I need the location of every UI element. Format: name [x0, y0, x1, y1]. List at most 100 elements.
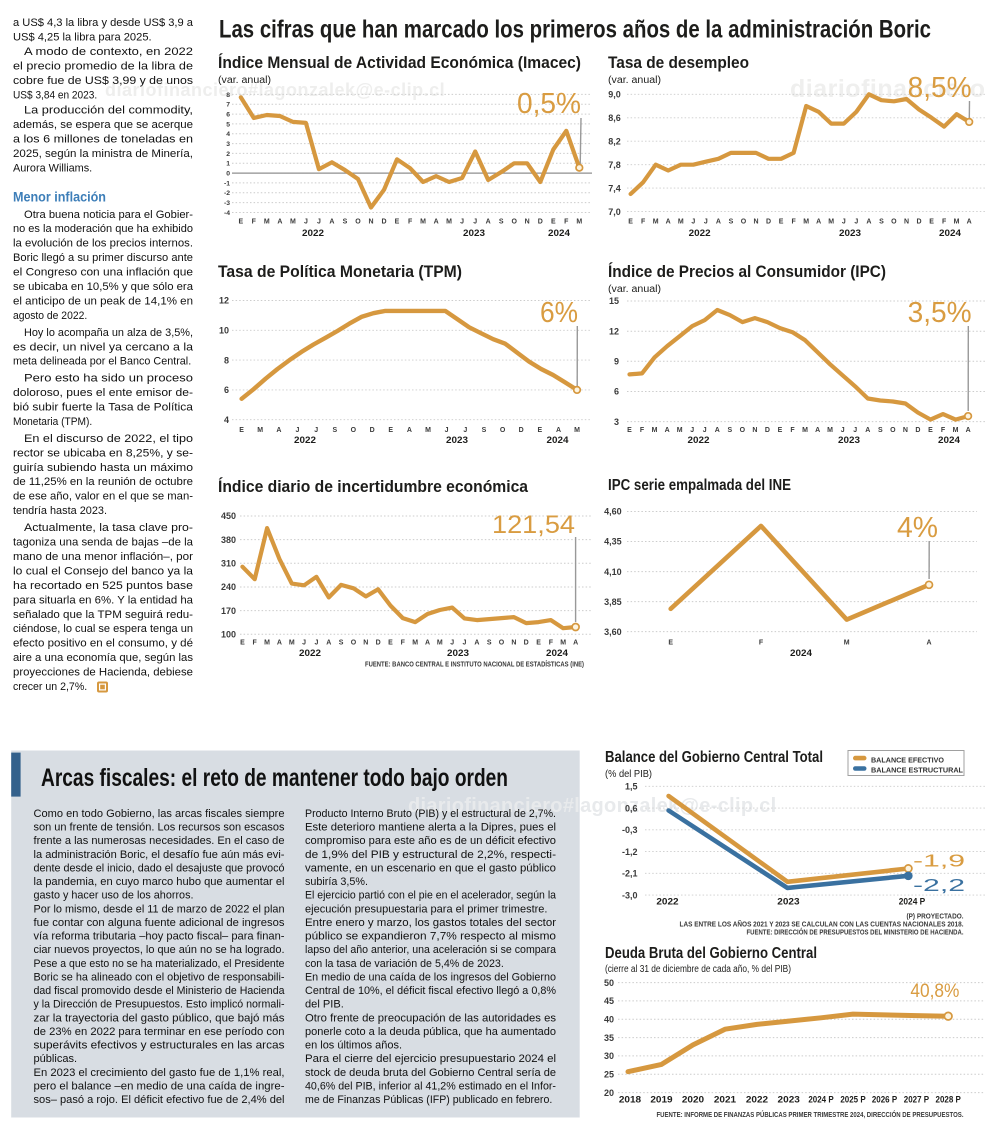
svg-text:agosto de 2022.: agosto de 2022. — [13, 310, 87, 322]
svg-text:Actualmente, la tasa clave pro: Actualmente, la tasa clave pro- — [24, 522, 193, 534]
svg-text:M: M — [560, 640, 566, 647]
svg-text:F: F — [790, 427, 795, 434]
svg-text:a US$ 4,3 la libra y desde US$: a US$ 4,3 la libra y desde US$ 3,9 a — [13, 17, 194, 29]
svg-text:me de Finanzas Públicas (IFP): me de Finanzas Públicas (IFP) publicado … — [305, 1094, 552, 1106]
svg-text:25: 25 — [604, 1070, 614, 1080]
svg-text:6: 6 — [224, 385, 229, 395]
svg-text:de 1,9% del PIB y estructural: de 1,9% del PIB y estructural de 2,2%, r… — [305, 849, 556, 861]
svg-text:2025 P: 2025 P — [840, 1095, 865, 1105]
svg-text:O: O — [511, 219, 517, 226]
svg-text:J: J — [842, 219, 846, 226]
svg-text:F: F — [641, 219, 646, 226]
svg-text:ponerle coto a la deuda públic: ponerle coto a la deuda pública, que ha … — [305, 1026, 556, 1038]
svg-text:stock de deuda bruta del Gobie: stock de deuda bruta del Gobierno Centra… — [305, 1067, 556, 1079]
svg-text:-1: -1 — [224, 180, 230, 187]
svg-text:O: O — [741, 219, 747, 226]
svg-text:M: M — [827, 427, 833, 434]
svg-text:M: M — [420, 219, 426, 226]
svg-text:M: M — [412, 640, 418, 647]
svg-text:M: M — [844, 640, 850, 647]
svg-text:8,6: 8,6 — [608, 113, 621, 123]
svg-text:5: 5 — [226, 121, 230, 128]
svg-text:En 2023 el crecimiento del gas: En 2023 el crecimiento del gasto fue de … — [34, 1067, 285, 1079]
svg-text:3: 3 — [614, 417, 619, 427]
svg-text:2023: 2023 — [447, 648, 469, 658]
svg-text:M: M — [264, 219, 270, 226]
svg-text:A: A — [573, 640, 578, 647]
svg-text:S: S — [487, 640, 492, 647]
svg-text:(% del PIB): (% del PIB) — [605, 769, 652, 780]
svg-text:Tasa de Política Monetaria (TP: Tasa de Política Monetaria (TPM) — [218, 262, 462, 281]
svg-text:no es la moderación que ha exh: no es la moderación que ha exhibido — [13, 223, 193, 235]
svg-text:M: M — [574, 427, 580, 434]
svg-text:0: 0 — [226, 171, 230, 178]
svg-text:zar la trayectoria del gasto p: zar la trayectoria del gasto público, qu… — [34, 1012, 286, 1024]
svg-text:Pese a que esto no se ha mater: Pese a que esto no se ha materializado, … — [34, 958, 285, 970]
svg-text:En medio de una caída de los i: En medio de una caída de los ingresos de… — [305, 971, 556, 983]
svg-text:F: F — [253, 640, 258, 647]
svg-text:tagoniza una senda de bajas –d: tagoniza una senda de bajas –de la — [13, 537, 194, 549]
svg-text:J: J — [314, 640, 318, 647]
svg-text:380: 380 — [221, 535, 236, 545]
svg-text:IPC serie empalmada del INE: IPC serie empalmada del INE — [608, 477, 791, 494]
svg-text:O: O — [890, 427, 896, 434]
svg-text:M: M — [264, 640, 270, 647]
svg-text:1: 1 — [226, 161, 230, 168]
svg-text:2024: 2024 — [938, 435, 960, 445]
svg-text:guiría subiendo hasta un máxim: guiría subiendo hasta un máximo — [13, 462, 193, 474]
svg-text:Arcas fiscales: el reto de man: Arcas fiscales: el reto de mantener todo… — [41, 764, 508, 792]
svg-text:50: 50 — [604, 978, 614, 988]
svg-text:4: 4 — [226, 131, 230, 138]
svg-text:J: J — [704, 219, 708, 226]
svg-text:2024: 2024 — [790, 648, 812, 658]
svg-text:D: D — [916, 219, 921, 226]
svg-text:2023: 2023 — [463, 228, 485, 238]
svg-text:Menor inflación: Menor inflación — [13, 190, 106, 205]
svg-text:la evolución de los precios in: la evolución de los precios internos. — [13, 238, 193, 250]
svg-text:frente a las numerosas necesid: frente a las numerosas necesidades. En e… — [34, 835, 285, 847]
svg-text:2026 P: 2026 P — [872, 1095, 897, 1105]
svg-text:J: J — [463, 427, 467, 434]
svg-text:F: F — [564, 219, 569, 226]
svg-text:Deuda Bruta del Gobierno Centr: Deuda Bruta del Gobierno Central — [605, 945, 817, 962]
svg-text:aire a una economía que, según: aire a una economía que, según las — [13, 652, 194, 664]
svg-text:gasto y hacer uso de los ahorr: gasto y hacer uso de los ahorros. — [34, 890, 194, 902]
svg-text:señalado que la TPM seguirá re: señalado que la TPM seguirá redu- — [13, 609, 193, 621]
svg-text:4,10: 4,10 — [604, 567, 622, 577]
svg-text:Entre enero y marzo, los gasto: Entre enero y marzo, los gastos totales … — [305, 917, 556, 929]
svg-text:Las cifras que han marcado los: Las cifras que han marcado los primeros … — [219, 16, 931, 44]
svg-text:el anticipo de un peak de 14,1: el anticipo de un peak de 14,1% en — [13, 296, 193, 308]
svg-text:de ese año, valor en el que se: de ese año, valor en el que se man- — [13, 491, 193, 503]
svg-text:2020: 2020 — [682, 1095, 704, 1105]
svg-text:en los últimos años.: en los últimos años. — [305, 1040, 402, 1052]
svg-text:de 11,25% en la reunión de oct: de 11,25% en la reunión de octubre — [13, 476, 193, 488]
svg-text:además, se espera que se acerq: además, se espera que se acerque — [13, 119, 193, 131]
svg-text:Aurora Williams.: Aurora Williams. — [13, 163, 92, 175]
svg-text:J: J — [473, 219, 477, 226]
svg-text:6: 6 — [226, 112, 230, 119]
svg-text:1,5: 1,5 — [625, 782, 638, 792]
svg-text:A: A — [865, 427, 870, 434]
svg-text:8,2: 8,2 — [608, 136, 621, 146]
svg-text:En el discurso de 2022, el tip: En el discurso de 2022, el tipo — [24, 433, 193, 445]
svg-text:E: E — [388, 427, 393, 434]
svg-text:A: A — [866, 219, 871, 226]
svg-text:Monetaria (TPM).: Monetaria (TPM). — [13, 416, 92, 428]
svg-text:D: D — [370, 427, 375, 434]
svg-text:2: 2 — [226, 151, 230, 158]
svg-text:2022: 2022 — [294, 435, 316, 445]
svg-text:9: 9 — [614, 357, 619, 367]
svg-text:A: A — [816, 219, 821, 226]
svg-text:A: A — [276, 427, 281, 434]
svg-text:Índice de Precios al Consumido: Índice de Precios al Consumidor (IPC) — [608, 262, 886, 281]
svg-text:A: A — [967, 219, 972, 226]
svg-text:20: 20 — [604, 1088, 614, 1098]
svg-text:2024: 2024 — [547, 435, 569, 445]
svg-text:con la tasa de variación de 5,: con la tasa de variación de 5,4% de 2023… — [305, 958, 504, 970]
svg-text:2019: 2019 — [650, 1095, 672, 1105]
svg-text:pero el balance –en medio de u: pero el balance –en medio de una caída d… — [34, 1080, 285, 1092]
svg-text:compromiso para este año es de: compromiso para este año es de un défici… — [305, 835, 556, 847]
svg-text:D: D — [915, 427, 920, 434]
svg-text:-2: -2 — [224, 190, 230, 197]
svg-text:para situarla en 6%. Y la enti: para situarla en 6%. Y la entidad ha — [13, 594, 194, 606]
